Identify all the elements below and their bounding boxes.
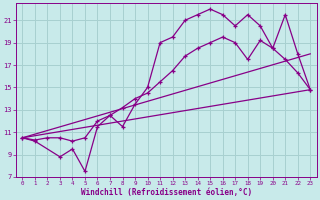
X-axis label: Windchill (Refroidissement éolien,°C): Windchill (Refroidissement éolien,°C) — [81, 188, 252, 197]
